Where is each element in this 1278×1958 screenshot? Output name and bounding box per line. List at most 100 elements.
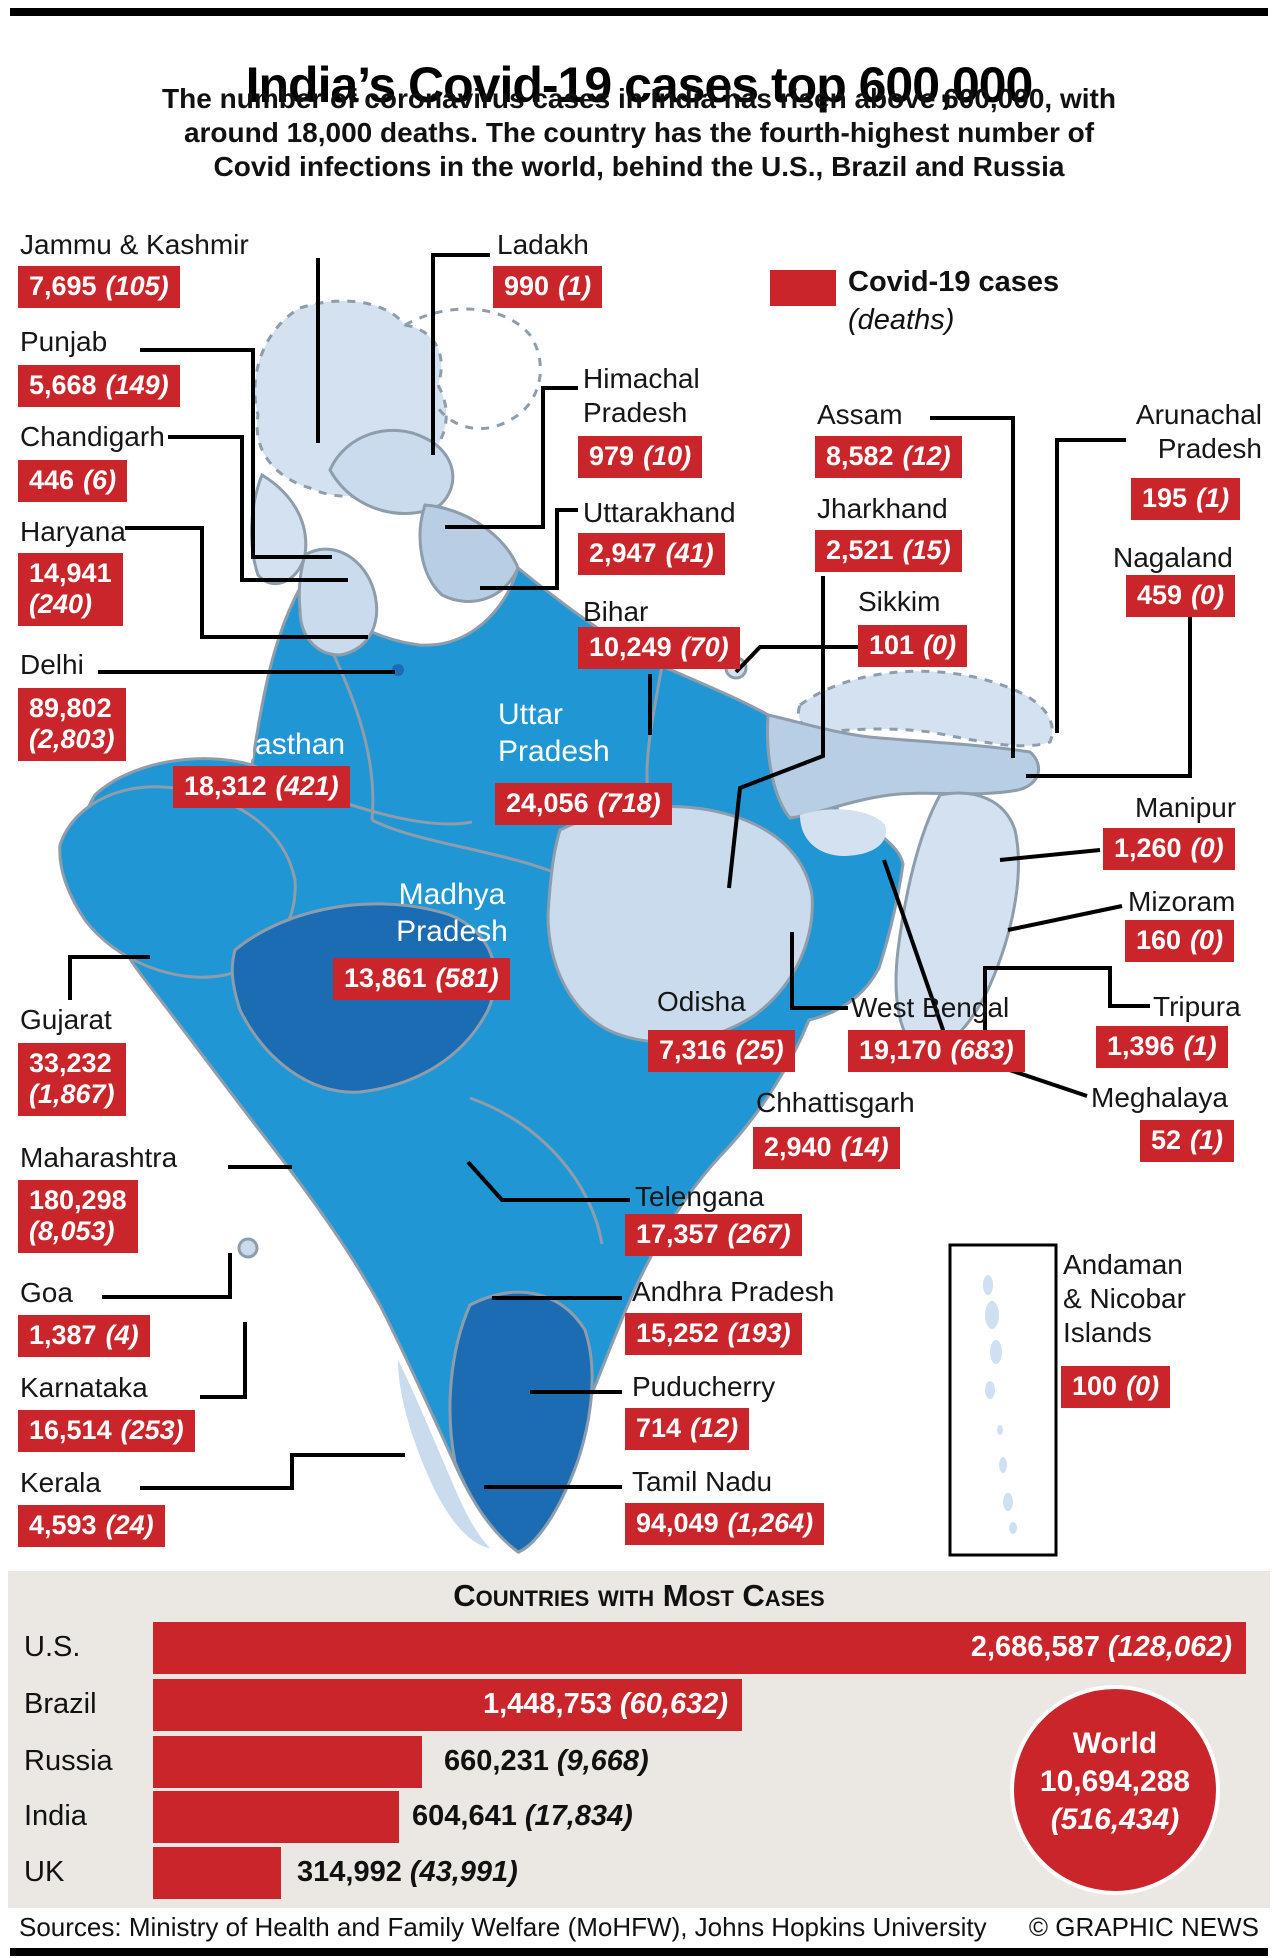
- sources-note: Sources: Ministry of Health and Family W…: [19, 1912, 987, 1942]
- legend-label: Covid-19 cases: [848, 266, 1060, 298]
- value-box-jammu-kashmir: 7,695 (105): [18, 266, 180, 308]
- state-label-mizoram: Mizoram: [1128, 886, 1236, 917]
- meghalaya-shape: [800, 809, 886, 856]
- bar-value-russia: 660,231 (9,668): [444, 1745, 649, 1777]
- bar-value-india: 604,641 (17,834): [412, 1800, 633, 1832]
- state-label-haryana: Haryana: [20, 516, 126, 547]
- countries-panel-title: Countries with Most Cases: [453, 1578, 825, 1613]
- value-box-mizoram: 160 (0): [1125, 920, 1235, 962]
- value-box-chhattisgarh: 2,940 (14): [753, 1127, 900, 1169]
- value-box-bihar: 10,249 (70): [578, 627, 740, 669]
- state-label-tripura: Tripura: [1153, 991, 1241, 1022]
- state-label-tamil-nadu: Tamil Nadu: [632, 1466, 773, 1497]
- value-box-odisha: 7,316 (25): [648, 1030, 795, 1072]
- bar-value-uk: 314,992 (43,991): [297, 1856, 518, 1888]
- value-box-haryana: 14,941 (240): [18, 553, 123, 626]
- bar-us: 2,686,587 (128,062): [153, 1622, 1246, 1674]
- value-box-west-bengal: 19,170 (683): [848, 1030, 1025, 1072]
- tamil-nadu-shape: [448, 1290, 594, 1554]
- value-box-goa: 1,387 (4): [18, 1315, 150, 1357]
- state-label-west-bengal: West Bengal: [851, 992, 1010, 1023]
- bar-label-india: India: [24, 1800, 87, 1832]
- bottom-rule: [10, 1948, 1268, 1956]
- value-box-nagaland: 459 (0): [1126, 575, 1236, 617]
- state-label-jharkhand: Jharkhand: [817, 493, 948, 524]
- state-label-manipur: Manipur: [1135, 792, 1237, 823]
- state-label-puducherry: Puducherry: [632, 1371, 776, 1402]
- top-rule: [10, 8, 1268, 16]
- legend-swatch-icon: [770, 270, 836, 306]
- assam-shape: [765, 713, 1041, 820]
- bar-value-us: 2,686,587 (128,062): [970, 1631, 1232, 1663]
- himachal-shape: [328, 428, 455, 515]
- value-box-telengana: 17,357 (267): [625, 1214, 802, 1256]
- state-label-odisha: Odisha: [657, 986, 746, 1017]
- state-label-uttar-pradesh: Uttar Pradesh: [498, 698, 610, 768]
- state-label-madhya-pradesh: Madhya Pradesh: [396, 878, 508, 948]
- bar-value-brazil: 1,448,753 (60,632): [482, 1688, 728, 1720]
- value-box-delhi: 89,802 (2,803): [18, 688, 126, 761]
- state-label-nagaland: Nagaland: [1113, 542, 1233, 573]
- bar-uk: [153, 1847, 281, 1899]
- page-subtitle: The number of coronavirus cases in India…: [162, 83, 1116, 182]
- value-box-tamil-nadu: 94,049 (1,264): [625, 1503, 825, 1545]
- page-title: India’s Covid-19 cases top 600,000: [245, 56, 1034, 113]
- odisha-cluster-shape: [546, 805, 814, 1044]
- value-box-sikkim: 101 (0): [858, 625, 968, 667]
- value-box-assam: 8,582 (12): [815, 436, 962, 478]
- value-box-kerala: 4,593 (24): [18, 1505, 165, 1547]
- bar-brazil: 1,448,753 (60,632): [153, 1679, 742, 1731]
- value-box-gujarat: 33,232 (1,867): [18, 1043, 126, 1116]
- world-deaths: (516,434): [1050, 1803, 1180, 1836]
- bar-label-brazil: Brazil: [24, 1688, 97, 1720]
- uttarakhand-shape: [418, 503, 520, 603]
- legend-sublabel: (deaths): [848, 304, 955, 336]
- value-box-maharashtra: 180,298 (8,053): [18, 1180, 138, 1253]
- state-label-kerala: Kerala: [20, 1467, 101, 1498]
- value-box-ladakh: 990 (1): [493, 266, 603, 308]
- value-box-andhra: 15,252 (193): [625, 1313, 802, 1355]
- haryana-shape: [297, 547, 379, 657]
- state-label-meghalaya: Meghalaya: [1091, 1082, 1228, 1113]
- state-label-karnataka: Karnataka: [20, 1372, 148, 1403]
- state-label-andaman: Andaman & Nicobar Islands: [1063, 1249, 1186, 1348]
- value-box-arunachal: 195 (1): [1131, 478, 1241, 520]
- state-label-goa: Goa: [20, 1277, 73, 1308]
- value-box-jharkhand: 2,521 (15): [815, 530, 962, 572]
- andaman-inset: [948, 1243, 1058, 1557]
- callout-leader-lines: [68, 253, 1192, 1490]
- state-label-himachal: Himachal Pradesh: [583, 363, 700, 428]
- bar-label-us: U.S.: [24, 1631, 81, 1663]
- value-box-madhya-pradesh: 13,861 (581): [333, 958, 510, 1000]
- state-label-telengana: Telengana: [635, 1181, 765, 1212]
- state-label-jammu-kashmir: Jammu & Kashmir: [20, 229, 249, 260]
- credit-note: © GRAPHIC NEWS: [1028, 1912, 1259, 1942]
- value-box-manipur: 1,260 (0): [1103, 828, 1235, 870]
- state-label-gujarat: Gujarat: [20, 1004, 112, 1035]
- state-label-ladakh: Ladakh: [497, 229, 589, 260]
- value-box-punjab: 5,668 (149): [18, 365, 180, 407]
- goa-dot: [237, 1237, 259, 1259]
- value-box-rajasthan: 18,312 (421): [173, 766, 350, 808]
- world-total-badge: World 10,694,288 (516,434): [1010, 1685, 1220, 1895]
- value-box-uttarakhand: 2,947 (41): [578, 533, 725, 575]
- value-box-andaman: 100 (0): [1061, 1366, 1171, 1408]
- value-box-chandigarh: 446 (6): [18, 460, 128, 502]
- state-label-delhi: Delhi: [20, 649, 84, 680]
- world-cases: 10,694,288: [1039, 1765, 1191, 1798]
- state-label-chhattisgarh: Chhattisgarh: [756, 1087, 915, 1118]
- world-label: World: [1072, 1727, 1158, 1760]
- state-label-assam: Assam: [817, 399, 903, 430]
- state-label-punjab: Punjab: [20, 326, 108, 357]
- value-box-karnataka: 16,514 (253): [18, 1410, 195, 1452]
- state-label-andhra: Andhra Pradesh: [632, 1276, 835, 1307]
- state-label-sikkim: Sikkim: [858, 586, 941, 617]
- state-label-maharashtra: Maharashtra: [20, 1142, 178, 1173]
- state-label-bihar: Bihar: [583, 596, 649, 627]
- bar-india: [153, 1791, 399, 1843]
- bar-label-uk: UK: [24, 1856, 65, 1888]
- bar-russia: [153, 1736, 422, 1788]
- value-box-uttar-pradesh: 24,056 (718): [495, 783, 672, 825]
